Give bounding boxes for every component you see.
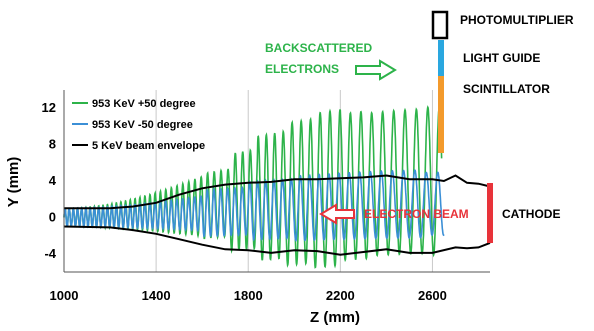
x-tick-label: 2600	[418, 288, 447, 303]
y-tick-label: 12	[42, 100, 56, 115]
envelope-lower	[63, 225, 491, 256]
photomultiplier-icon	[431, 10, 449, 40]
y-tick-label: 8	[49, 137, 56, 152]
legend-label: 953 KeV -50 degree	[92, 119, 193, 131]
ticks: 1000 1400 1800 2200 2600 -4 0 4 8 12	[42, 100, 447, 303]
x-tick-label: 1800	[234, 288, 263, 303]
scintillator-label: SCINTILLATOR	[463, 82, 550, 96]
legend-label: 953 KeV +50 degree	[92, 98, 196, 110]
legend: 953 KeV +50 degree 953 KeV -50 degree 5 Ke…	[72, 98, 205, 152]
y-axis-label: Y (mm)	[5, 157, 22, 208]
x-tick-label: 1000	[50, 288, 79, 303]
y-tick-label: -4	[44, 246, 56, 261]
series-line-1	[63, 105, 443, 269]
y-tick-label: 4	[49, 173, 57, 188]
x-tick-label: 1400	[142, 288, 171, 303]
electron-beam-label: ELECTRON BEAM	[364, 207, 469, 221]
cathode-label: CATHODE	[502, 207, 560, 221]
y-tick-label: 0	[49, 209, 56, 224]
light-guide-icon	[438, 40, 444, 76]
scintillator-icon	[438, 76, 444, 153]
legend-label: 5 KeV beam envelope	[92, 140, 205, 152]
backscattered-label: BACKSCATTERED ELECTRONS	[265, 41, 375, 76]
x-tick-label: 2200	[326, 288, 355, 303]
backscattered-label-line2: ELECTRONS	[265, 62, 339, 76]
backscattered-arrow-icon	[355, 59, 397, 81]
series-layer	[63, 105, 491, 269]
cathode-icon	[487, 183, 493, 243]
backscattered-label-line1: BACKSCATTERED	[265, 41, 372, 55]
x-axis-label: Z (mm)	[310, 309, 360, 326]
series-line-2	[63, 169, 445, 242]
light-guide-label: LIGHT GUIDE	[463, 51, 540, 65]
photomultiplier-label: PHOTOMULTIPLIER	[460, 13, 574, 27]
axes	[63, 90, 490, 273]
detector-apparatus	[431, 10, 493, 243]
envelope-upper	[64, 174, 491, 210]
electron-beam-arrow-icon	[319, 203, 355, 225]
